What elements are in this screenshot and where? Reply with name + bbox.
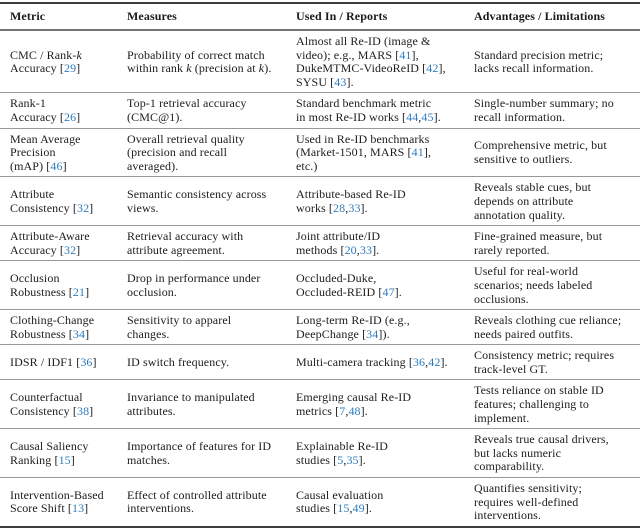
column-header-used-in-reports: Used In / Reports (296, 3, 474, 31)
citation-link[interactable]: 36 (412, 355, 426, 370)
table-row: Mean Average Precision (mAP) [46] Overall… (0, 127, 640, 177)
table-body: CMC / Rank-k Accuracy [29] Probability of… (0, 30, 640, 527)
citation-link[interactable]: 35 (346, 452, 359, 467)
table-cell: Intervention-Based Score Shift [13] (0, 477, 127, 527)
table-row: Rank-1 Accuracy [26] Top-1 retrieval accu… (0, 92, 640, 129)
table-cell: Long-term Re-ID (e.g., DeepChange [34]). (296, 309, 474, 345)
table-cell: Rank-1 Accuracy [26] (0, 92, 127, 129)
citation-link[interactable]: 32 (63, 242, 77, 257)
table-cell: Causal evaluation studies [15,49]. (296, 477, 474, 527)
table-cell: Counterfactual Consistency [38] (0, 379, 127, 429)
table-cell: ID switch frequency. (127, 344, 296, 380)
table-row: Attribute-Aware Accuracy [32] Retrieval a… (0, 225, 640, 261)
citation-link[interactable]: 47 (382, 284, 395, 299)
table-cell: Attribute-Aware Accuracy [32] (0, 225, 127, 261)
citation-link[interactable]: 33 (348, 200, 361, 215)
citation-link[interactable]: 15 (337, 501, 350, 516)
italic-variable: k (186, 61, 192, 76)
table-cell: Effect of controlled attribute intervent… (127, 477, 296, 527)
table-cell: Mean Average Precision (mAP) [46] (0, 127, 127, 177)
citation-link[interactable]: 21 (72, 284, 86, 299)
citation-link[interactable]: 42 (428, 355, 441, 370)
table-cell: Consistency metric; requires track-level… (474, 344, 640, 380)
table-cell: Causal Saliency Ranking [15] (0, 428, 127, 478)
citation-link[interactable]: 26 (63, 109, 77, 124)
table-cell: Explainable Re-ID studies [5,35]. (296, 428, 474, 478)
citation-link[interactable]: 45 (421, 109, 434, 124)
table-cell: Clothing-Change Robustness [34] (0, 309, 127, 345)
citation-link[interactable]: 28 (333, 200, 346, 215)
table-cell: Tests reliance on stable ID features; ch… (474, 379, 640, 429)
table-cell: Joint attribute/ID methods [20,33]. (296, 225, 474, 261)
citation-link[interactable]: 49 (352, 501, 365, 516)
table-cell: Comprehensive metric, but sensitive to o… (474, 127, 640, 177)
table-row: Counterfactual Consistency [38] Invarianc… (0, 379, 640, 429)
italic-variable: k (258, 61, 265, 76)
table-row: Clothing-Change Robustness [34] Sensitivi… (0, 309, 640, 345)
table-cell: Multi-camera tracking [36,42]. (296, 344, 474, 380)
table-cell: Attribute Consistency [32] (0, 176, 127, 226)
citation-link[interactable]: 46 (50, 158, 63, 173)
table-cell: Useful for real-world scenarios; needs l… (474, 260, 640, 310)
table-row: CMC / Rank-k Accuracy [29] Probability of… (0, 30, 640, 93)
table-cell: Emerging causal Re-ID metrics [7,48]. (296, 379, 474, 429)
citation-link[interactable]: 32 (76, 200, 90, 215)
table-cell: Reveals clothing cue reliance; needs pai… (474, 309, 640, 345)
table-cell: Reveals true causal drivers, but lacks n… (474, 428, 640, 478)
italic-variable: k (76, 47, 82, 62)
column-header-measures: Measures (127, 3, 296, 31)
citation-link[interactable]: 33 (359, 242, 373, 257)
table-row: Intervention-Based Score Shift [13] Effec… (0, 477, 640, 527)
citation-link[interactable]: 38 (76, 403, 90, 418)
table-cell: Quantifies sensitivity; requires well-de… (474, 477, 640, 527)
table-cell: Almost all Re-ID (image & video); e.g., … (296, 34, 446, 89)
citation-link[interactable]: 20 (344, 242, 357, 257)
table-cell: Occlusion Robustness [21] (0, 260, 127, 310)
table-cell: Overall retrieval quality (precision and… (127, 127, 296, 177)
citation-link[interactable]: 7 (339, 403, 346, 418)
table-row: Occlusion Robustness [21] Drop in perform… (0, 260, 640, 310)
header-row: Metric Measures Used In / Reports Advant… (0, 3, 640, 31)
table-cell: Importance of features for ID matches. (127, 428, 296, 478)
citation-link[interactable]: 44 (406, 109, 419, 124)
table-cell: Top-1 retrieval accuracy (CMC@1). (127, 92, 296, 129)
table-cell: Standard precision metric; lacks recall … (474, 47, 604, 76)
table-cell: Fine-grained measure, but rarely reporte… (474, 225, 640, 261)
table-row: IDSR / IDF1 [36] ID switch frequency. Mult… (0, 344, 640, 380)
citation-link[interactable]: 34 (72, 326, 86, 341)
citation-link[interactable]: 41 (399, 47, 412, 62)
citation-link[interactable]: 42 (426, 61, 439, 76)
table-cell: Standard benchmark metric in most Re-ID … (296, 92, 474, 129)
table-header: Metric Measures Used In / Reports Advant… (0, 3, 640, 31)
table-cell: Semantic consistency across views. (127, 176, 296, 226)
citation-link[interactable]: 43 (334, 74, 347, 89)
citation-link[interactable]: 34 (366, 326, 379, 341)
citation-link[interactable]: 15 (58, 452, 71, 467)
table-cell: Single-number summary; no recall informa… (474, 92, 640, 129)
table-row: Attribute Consistency [32] Semantic consi… (0, 176, 640, 226)
citation-link[interactable]: 41 (411, 145, 424, 160)
table-cell: Occluded-Duke, Occluded-REID [47]. (296, 260, 474, 310)
table-row: Causal Saliency Ranking [15] Importance o… (0, 428, 640, 478)
table-cell: Attribute-based Re-ID works [28,33]. (296, 176, 474, 226)
table-cell: Retrieval accuracy with attribute agreem… (127, 225, 296, 261)
column-header-metric: Metric (0, 3, 127, 31)
table-cell: IDSR / IDF1 [36] (0, 344, 127, 380)
table-cell: Probability of correct match within rank… (127, 47, 272, 76)
table-cell: CMC / Rank-k Accuracy [29] (10, 47, 82, 76)
citation-link[interactable]: 5 (337, 452, 344, 467)
citation-link[interactable]: 13 (71, 501, 85, 516)
citation-link[interactable]: 36 (80, 355, 93, 370)
citation-link[interactable]: 48 (348, 403, 361, 418)
table-cell: Reveals stable cues, but depends on attr… (474, 176, 640, 226)
column-header-advantages-limitations: Advantages / Limitations (474, 3, 640, 31)
table-cell: Drop in performance under occlusion. (127, 260, 296, 310)
table-cell: Invariance to manipulated attributes. (127, 379, 296, 429)
citation-link[interactable]: 29 (63, 61, 77, 76)
table-cell: Used in Re-ID benchmarks (Market-1501, M… (296, 127, 474, 177)
table-cell: Sensitivity to apparel changes. (127, 309, 296, 345)
